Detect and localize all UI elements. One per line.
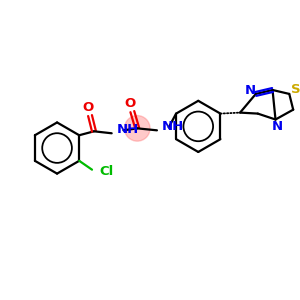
Text: O: O: [82, 101, 94, 114]
Text: N: N: [272, 120, 283, 133]
Text: N: N: [244, 85, 256, 98]
Text: NH: NH: [162, 120, 184, 133]
Text: Cl: Cl: [99, 165, 113, 178]
Text: NH: NH: [117, 123, 139, 136]
Text: S: S: [291, 82, 300, 95]
Text: O: O: [125, 97, 136, 110]
Circle shape: [124, 116, 150, 141]
